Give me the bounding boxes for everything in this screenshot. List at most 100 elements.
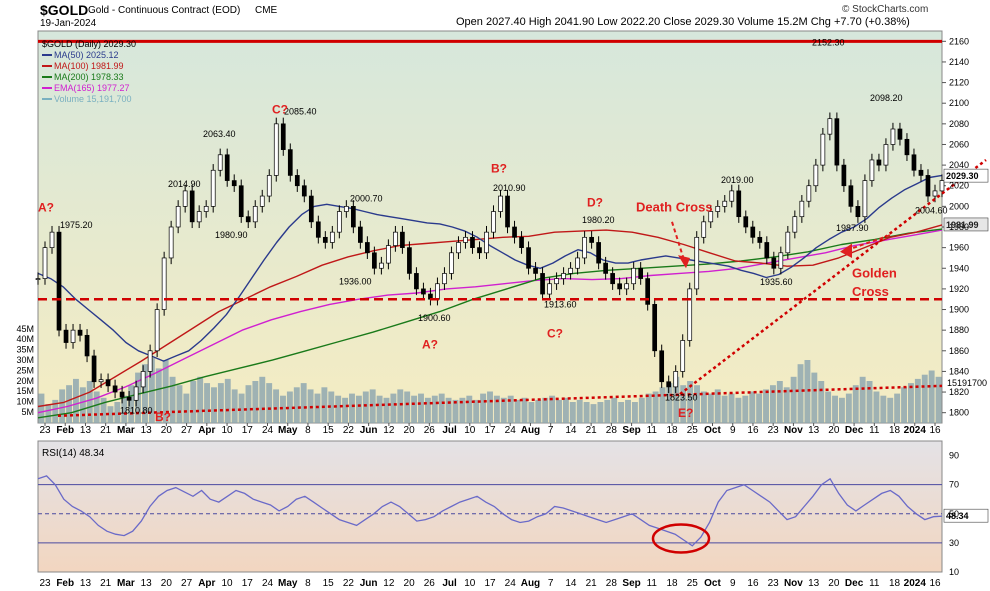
- x-tick-label: 8: [305, 425, 311, 436]
- price-candle: [645, 278, 651, 305]
- volume-bar: [749, 391, 756, 423]
- rsi-tick-label: 10: [949, 567, 959, 577]
- price-candle: [470, 236, 475, 248]
- volume-bar: [680, 385, 687, 423]
- volume-bar: [866, 381, 873, 423]
- rsi-x-tick-label: 2024: [904, 578, 927, 589]
- price-candle: [203, 206, 209, 212]
- price-tick-label: 2160: [949, 36, 969, 46]
- volume-bar: [252, 381, 259, 423]
- volume-tick-label: 40M: [16, 334, 34, 344]
- rsi-low-highlight: [651, 523, 711, 554]
- volume-bar: [728, 393, 735, 423]
- price-tick-label: 2140: [949, 57, 969, 67]
- x-tick-label: Sep: [622, 425, 640, 436]
- x-tick-label: 20: [828, 425, 840, 436]
- price-candle: [813, 164, 819, 187]
- price-candle: [182, 190, 188, 207]
- volume-bar: [286, 391, 293, 423]
- x-tick-label: 18: [889, 425, 901, 436]
- x-tick-label: Dec: [845, 425, 864, 436]
- upper-panel-background: [37, 30, 943, 424]
- price-candle: [56, 231, 62, 331]
- rsi-x-tick-label: 18: [666, 578, 678, 589]
- x-tick-label: 21: [100, 425, 112, 436]
- price-candle: [498, 195, 503, 212]
- price-candle: [336, 211, 342, 233]
- volume-bar: [507, 395, 514, 423]
- rsi-x-tick-label: Oct: [704, 578, 721, 589]
- rsi-x-tick-label: 20: [828, 578, 840, 589]
- volume-bar: [176, 385, 183, 423]
- volume-bar: [390, 393, 397, 423]
- volume-bar: [625, 399, 631, 423]
- price-candle: [624, 283, 630, 290]
- price-value-label: 1935.60: [760, 277, 793, 287]
- x-tick-label: 28: [606, 425, 618, 436]
- price-candle: [589, 236, 594, 243]
- price-candle: [126, 396, 132, 401]
- x-tick-label: 10: [464, 425, 476, 436]
- price-candle: [365, 242, 370, 254]
- price-candle: [358, 226, 363, 243]
- rsi-panel-background: [37, 440, 943, 573]
- rsi-line: [37, 475, 943, 547]
- price-candle: [799, 200, 805, 218]
- rsi-x-tick-label: Aug: [521, 578, 540, 589]
- rsi-tick-label: 30: [949, 538, 959, 548]
- price-tick-label: 2020: [949, 181, 969, 191]
- volume-bar: [459, 397, 466, 423]
- volume-bar: [142, 364, 148, 423]
- price-candle: [792, 216, 798, 233]
- price-candle: [414, 273, 419, 290]
- volume-bar: [700, 391, 707, 423]
- rsi-x-tick-label: 23: [39, 578, 51, 589]
- rsi-x-tick-label: 21: [100, 578, 112, 589]
- volume-bar: [362, 391, 369, 423]
- price-value-label: 2010.90: [493, 183, 526, 193]
- price-candle: [329, 231, 335, 243]
- price-tick-label: 2080: [949, 119, 969, 129]
- price-value-label: 2152.30: [812, 37, 845, 47]
- volume-bar: [231, 389, 238, 423]
- rsi-tick-label: 70: [949, 480, 959, 490]
- volume-bar: [707, 393, 714, 423]
- price-candle: [442, 273, 447, 285]
- price-candle: [582, 236, 587, 259]
- price-candle: [575, 257, 580, 269]
- legend-entry: Volume 15,191,700: [54, 94, 132, 104]
- volume-bar: [411, 395, 418, 423]
- x-tick-label: 18: [666, 425, 678, 436]
- golden-cross-trendline: [679, 158, 987, 396]
- grid: [38, 40, 946, 544]
- price-candle: [673, 371, 679, 388]
- ma100-line: [37, 224, 943, 408]
- price-candle: [154, 309, 160, 352]
- volume-bar: [52, 399, 59, 423]
- price-candle: [883, 144, 889, 166]
- price-value-label: 1987.90: [836, 223, 869, 233]
- rsi-x-tick-label: 12: [383, 578, 395, 589]
- watermark: © StockCharts.com: [842, 4, 929, 15]
- volume-bar: [659, 387, 666, 423]
- price-value-label: 1913.60: [544, 299, 577, 309]
- volume-value-label: 15191700: [947, 378, 987, 388]
- x-tick-label: 9: [730, 425, 736, 436]
- volume-bar: [907, 383, 914, 423]
- price-candle: [435, 283, 440, 300]
- price-candle: [70, 329, 76, 343]
- price-tick-label: 1860: [949, 346, 969, 356]
- rsi-x-tick-label: 24: [262, 578, 274, 589]
- volume-bar: [880, 395, 887, 423]
- volume-bar: [673, 376, 680, 423]
- volume-bar: [763, 389, 769, 423]
- price-candle: [133, 386, 139, 401]
- rsi-x-tick-label: 9: [730, 578, 736, 589]
- x-tick-label: 22: [343, 425, 355, 436]
- wave-label: C?: [547, 326, 563, 340]
- volume-bar: [114, 402, 121, 423]
- wave-label: A?: [38, 201, 54, 215]
- golden-cross-arrowhead: [840, 243, 852, 258]
- volume-bar: [480, 393, 487, 423]
- price-candle: [610, 273, 615, 285]
